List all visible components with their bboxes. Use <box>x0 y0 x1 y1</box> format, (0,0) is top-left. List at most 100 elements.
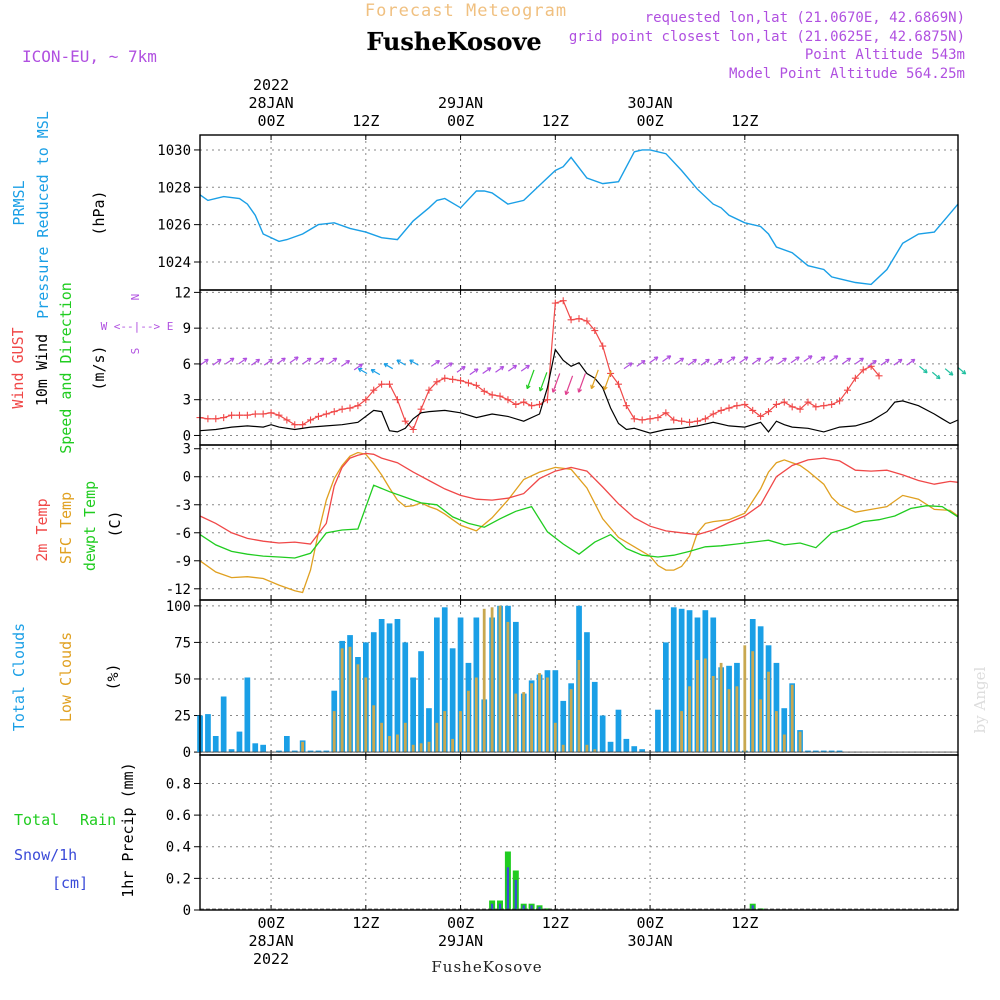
low-cloud-bar <box>427 741 431 752</box>
gust-marker <box>275 411 283 419</box>
gust-marker <box>488 391 496 399</box>
total-cloud-bar <box>599 715 606 753</box>
total-cloud-bar <box>623 738 630 753</box>
temp-ytick-label: -12 <box>166 582 191 598</box>
total-cloud-bar <box>513 621 519 752</box>
gust-marker <box>251 410 259 418</box>
wind-arrow-head <box>833 355 839 360</box>
wind-arrow-head <box>820 356 826 361</box>
total-cloud-bar <box>441 607 448 753</box>
wind-arrow <box>289 356 299 364</box>
wind-labels: Wind GUST 10m Wind Speed and Direction (… <box>9 282 173 454</box>
total-cloud-bar <box>378 619 385 753</box>
low-cloud-bar <box>514 693 518 753</box>
total-label: Total <box>14 811 59 829</box>
low-cloud-bar <box>743 645 747 752</box>
wind-arrow <box>829 355 839 363</box>
total-cloud-bar <box>244 677 251 753</box>
gust-marker <box>243 411 251 419</box>
total-cloud-bar <box>315 750 322 753</box>
wind-arrow <box>906 358 916 366</box>
wind-arrow-head <box>255 358 261 364</box>
top-time-label: 28JAN <box>248 94 293 112</box>
wind-arrow-head <box>666 355 672 360</box>
wind-arrow-head <box>294 356 299 361</box>
total-cloud-bar <box>591 681 598 753</box>
wind-arrow-head <box>525 384 531 390</box>
wind-arrow <box>944 368 954 376</box>
snow-label: Snow/1h <box>14 846 77 864</box>
low-cloud-bar <box>482 608 486 753</box>
gust-marker <box>433 378 441 386</box>
wind-arrow <box>687 358 697 366</box>
total-cloud-bar <box>260 744 266 753</box>
requested-point: requested lon,lat (21.0670E, 42.6869N) <box>645 10 965 26</box>
gust-marker <box>654 414 662 422</box>
gust-marker <box>378 380 386 388</box>
wind-arrow-head <box>499 365 505 371</box>
top-time-label: 00Z <box>447 112 474 130</box>
low-cloud-bar <box>775 711 778 752</box>
wind-arrow-head <box>577 388 582 393</box>
precip-unit-label: 1hr Precip (mm) <box>119 762 137 897</box>
meteogram-title: Forecast Meteogram <box>365 1 567 21</box>
wind-arrow-head <box>653 356 659 361</box>
gust-marker <box>717 406 725 414</box>
total-cloud-bar <box>828 750 835 753</box>
total-cloud-bar <box>757 626 764 753</box>
precip-ytick-label: 0.4 <box>166 840 191 856</box>
wind-arrow-head <box>961 369 967 375</box>
wind-arrow <box>790 356 800 364</box>
gust-marker <box>464 379 472 387</box>
gust-marker <box>820 402 828 410</box>
gust-marker <box>859 366 867 374</box>
temp-ytick-label: -9 <box>174 554 191 570</box>
wind-arrow-head <box>590 384 595 390</box>
low-cloud-bar <box>411 744 415 753</box>
top-time-label: 29JAN <box>438 94 483 112</box>
bottom-time-label: 00Z <box>258 914 285 932</box>
total-cloud-bar <box>655 709 661 753</box>
total-clouds-label: Total Clouds <box>10 623 28 731</box>
gust-marker <box>772 400 780 408</box>
wind-arrow <box>539 372 548 392</box>
total-cloud-bar <box>205 714 211 753</box>
wind-arrow <box>713 358 723 366</box>
wind-arrow <box>507 364 517 372</box>
wind-line <box>199 348 959 434</box>
wind-arrow <box>443 362 453 370</box>
total-cloud-bar <box>291 750 298 753</box>
total-cloud-bar <box>820 750 827 753</box>
gust-marker <box>741 400 749 408</box>
snow-bar <box>491 903 494 910</box>
wind-arrow <box>739 356 749 364</box>
low-cloud-bar <box>767 671 770 753</box>
gust-marker <box>575 315 583 323</box>
gust-marker <box>709 410 717 418</box>
gust-marker <box>235 411 243 419</box>
gust-marker <box>441 374 449 382</box>
wind-ytick-label: 3 <box>183 393 191 409</box>
wind10m-label: 10m Wind <box>33 334 51 406</box>
bottom-time-label: 28JAN <box>248 932 293 950</box>
wind-arrow-head <box>730 356 736 361</box>
wind-arrow-head <box>564 390 570 396</box>
pressure-labels: PRMSL Pressure Reduced to MSL (hPa) <box>10 111 108 319</box>
wind-arrow-head <box>948 371 954 376</box>
gust-marker <box>693 417 701 425</box>
wind-arrow-head <box>435 359 440 365</box>
total-cloud-bar <box>639 749 645 753</box>
clouds-ytick-label: 25 <box>174 709 191 725</box>
gust-marker <box>630 415 638 423</box>
total-cloud-bar <box>607 741 614 752</box>
wind-arrow <box>623 362 633 370</box>
gust-marker <box>591 327 599 335</box>
gust-marker <box>796 405 804 413</box>
temp-panel: -12 -9 -6 -3 0 3 <box>166 442 958 600</box>
total-cloud-bar <box>386 623 393 753</box>
gust-marker <box>330 408 338 416</box>
temp-ytick-label: 3 <box>183 442 191 458</box>
gust-marker <box>393 396 401 404</box>
wind-arrow <box>276 357 286 365</box>
gust-marker <box>409 426 417 433</box>
